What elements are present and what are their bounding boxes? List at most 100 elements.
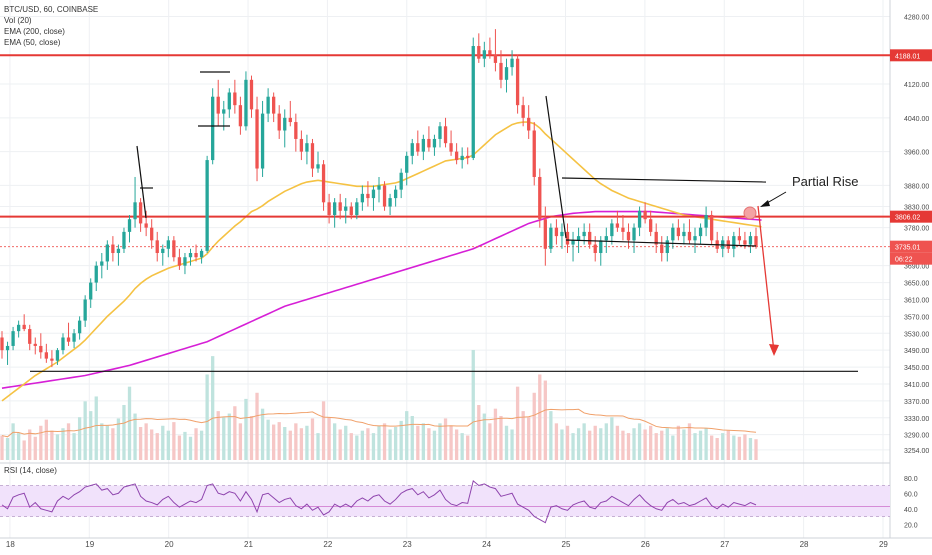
candle-body <box>150 227 154 241</box>
spike-line <box>136 145 147 219</box>
candle-body <box>554 227 559 237</box>
candle-body <box>405 155 409 173</box>
candle-body <box>211 96 215 161</box>
candle-body <box>277 113 281 131</box>
rsi-panel <box>0 479 890 524</box>
candle-body <box>527 117 531 131</box>
rsi-band <box>0 485 890 517</box>
volume-bars <box>0 350 758 460</box>
volume-bar <box>150 429 154 460</box>
price-tick-label: 4280.00 <box>904 14 929 21</box>
last-price-tag-label: 3735.01 <box>895 245 920 252</box>
volume-bar <box>50 430 54 460</box>
candle-body <box>671 227 675 241</box>
candle-body <box>560 231 564 237</box>
candle-body <box>510 58 514 68</box>
candle-body <box>382 185 387 207</box>
volume-bar <box>105 425 109 460</box>
candle-body <box>393 189 398 199</box>
date-tick-label: 19 <box>85 540 94 549</box>
volume-bar <box>665 428 669 460</box>
candle-body <box>332 202 337 215</box>
candle-body <box>543 219 547 249</box>
candle-body <box>471 46 475 158</box>
volume-bar <box>183 431 187 460</box>
candle-body <box>233 92 237 106</box>
legend-title: BTC/USD, 60, COINBASE <box>4 5 99 14</box>
volume-bar <box>266 419 270 460</box>
volume-bar <box>405 411 409 460</box>
volume-bar <box>410 416 414 460</box>
price-tick-label: 3530.00 <box>904 331 929 338</box>
candle-body <box>649 219 653 232</box>
candle-body <box>615 223 620 228</box>
candle-body <box>637 210 642 228</box>
volume-bar <box>610 417 614 460</box>
volume-bar <box>16 433 21 460</box>
candle-body <box>632 227 636 241</box>
rsi-tick-label: 60.0 <box>904 491 918 498</box>
volume-bar <box>83 401 87 460</box>
volume-bar <box>588 430 592 460</box>
projection-line <box>757 205 775 353</box>
candle-body <box>177 257 182 266</box>
volume-bar <box>615 425 620 460</box>
volume-bar <box>393 427 398 460</box>
candle-body <box>155 240 159 254</box>
candle-body <box>89 282 93 300</box>
volume-bar <box>649 425 653 460</box>
volume-bar <box>488 423 492 460</box>
candle-body <box>0 337 4 351</box>
projection-arrow-head <box>769 344 779 356</box>
volume-bar <box>671 435 675 460</box>
volume-bar <box>382 423 387 460</box>
volume-bar <box>144 423 148 460</box>
last-price-tag-box <box>890 240 932 253</box>
volume-bar <box>377 425 381 460</box>
candle-body <box>660 244 664 254</box>
upper-level-tag-box <box>890 49 932 62</box>
volume-bar <box>344 425 348 460</box>
volume-bar <box>216 411 220 460</box>
candle-body <box>593 244 597 254</box>
rsi-legend: RSI (14, close) <box>4 466 57 475</box>
volume-bar <box>305 425 309 460</box>
candle-body <box>532 130 536 177</box>
candle-body <box>698 227 703 237</box>
volume-bar <box>743 434 747 460</box>
volume-bar <box>599 428 603 460</box>
candle-body <box>704 214 708 228</box>
volume-bar <box>238 423 243 460</box>
legend-vol: Vol (20) <box>4 16 32 25</box>
volume-bar <box>521 411 525 460</box>
candle-body <box>288 117 292 123</box>
candle-body <box>138 202 143 224</box>
volume-bar <box>549 411 553 460</box>
rsi-tick-label: 40.0 <box>904 507 918 514</box>
candle-body <box>377 185 381 190</box>
date-tick-label: 24 <box>482 540 491 549</box>
ema50-path <box>1 121 762 402</box>
candle-body <box>166 240 170 249</box>
volume-bar <box>338 429 342 460</box>
volume-bar <box>122 405 126 460</box>
volume-bar <box>133 413 137 460</box>
price-tick-label: 3570.00 <box>904 314 929 321</box>
volume-bar <box>427 428 431 460</box>
volume-bar <box>482 413 486 460</box>
volume-bar <box>366 428 370 460</box>
price-tick-label: 3410.00 <box>904 382 929 389</box>
volume-bar <box>515 386 520 460</box>
candle-body <box>754 236 758 247</box>
candle-body <box>327 202 331 215</box>
candle-body <box>576 236 581 241</box>
candle-body <box>610 223 614 237</box>
volume-bar <box>643 429 647 460</box>
candle-body <box>5 345 10 351</box>
volume-bar <box>654 433 658 460</box>
candle-body <box>133 202 137 220</box>
volume-bar <box>371 433 376 460</box>
candle-body <box>66 337 71 342</box>
